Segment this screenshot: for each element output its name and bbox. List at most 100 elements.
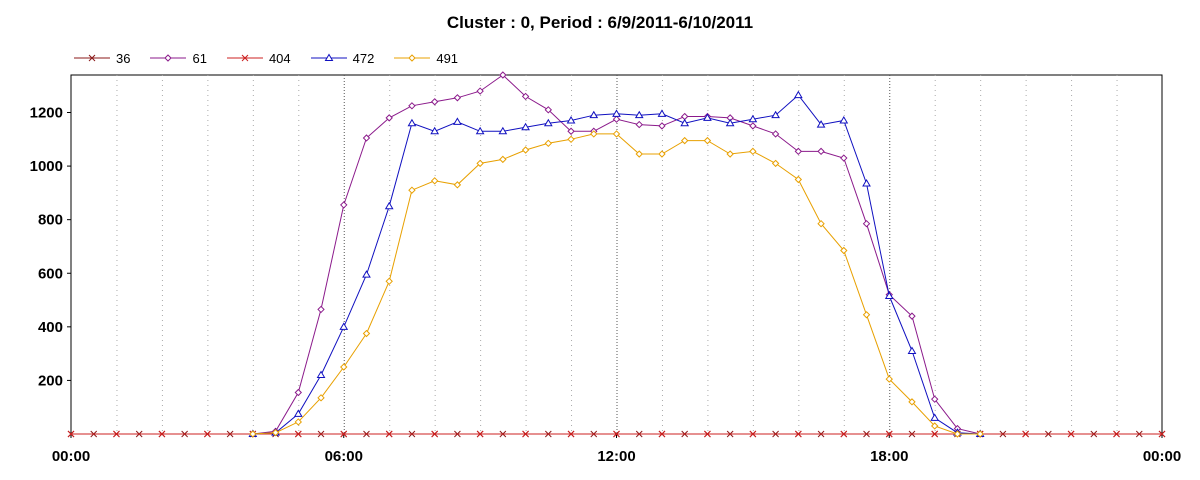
y-tick-label: 1000	[30, 158, 63, 175]
data-point-404	[340, 430, 348, 438]
data-point-404	[431, 430, 439, 438]
data-point-472	[453, 117, 462, 125]
data-point-61	[794, 147, 803, 156]
x-tick-label: 00:00	[1143, 448, 1181, 465]
legend-swatch	[226, 54, 263, 62]
legend: 36 61 404 472 491	[74, 49, 478, 67]
series-491	[249, 130, 984, 438]
plot-frame	[70, 74, 1163, 435]
data-point-61	[680, 112, 689, 121]
legend-label: 61	[192, 50, 207, 66]
legend-swatch	[394, 54, 431, 62]
data-point-491	[453, 181, 462, 189]
data-point-404	[704, 430, 711, 438]
x-tick-label: 12:00	[597, 448, 635, 465]
legend-label: 472	[352, 50, 375, 66]
data-point-491	[771, 159, 780, 168]
data-point-491	[658, 150, 666, 158]
data-point-472	[839, 116, 849, 124]
data-point-472	[384, 201, 394, 210]
legend-swatch-marker	[408, 54, 417, 62]
data-point-61	[385, 114, 393, 122]
data-point-472	[793, 90, 803, 99]
legend-swatch	[150, 54, 187, 62]
data-point-472	[816, 120, 826, 128]
data-point-491	[476, 159, 484, 168]
legend-label: 404	[268, 50, 291, 66]
legend-item-472: 472	[310, 50, 375, 66]
data-point-472	[771, 110, 780, 119]
data-point-491	[749, 147, 757, 156]
series-line-61	[252, 74, 981, 435]
legend-label: 36	[116, 50, 131, 66]
data-point-472	[362, 270, 371, 278]
data-point-404	[1113, 430, 1120, 438]
data-point-472	[680, 118, 690, 127]
data-point-61	[362, 134, 371, 142]
data-point-491	[294, 418, 302, 426]
data-point-491	[499, 155, 507, 164]
data-point-61	[317, 305, 325, 314]
data-point-472	[475, 126, 485, 135]
data-point-404	[1067, 430, 1075, 438]
y-tick-label: 400	[38, 319, 63, 336]
data-point-61	[817, 147, 825, 156]
data-point-491	[612, 130, 621, 138]
data-point-491	[726, 150, 734, 158]
legend-item-404: 404	[226, 50, 291, 66]
data-point-491	[317, 394, 325, 402]
data-point-472	[589, 110, 599, 119]
data-point-472	[884, 291, 894, 300]
data-point-491	[680, 136, 689, 145]
data-point-404	[885, 430, 893, 438]
data-point-61	[840, 154, 848, 162]
legend-swatch-marker	[88, 54, 96, 62]
data-point-472	[521, 122, 530, 131]
data-point-472	[612, 109, 621, 117]
data-point-404	[931, 430, 939, 438]
data-point-404	[158, 430, 166, 438]
legend-swatch	[74, 54, 110, 62]
legend-item-61: 61	[150, 50, 207, 66]
data-point-491	[862, 311, 871, 319]
data-point-491	[430, 177, 439, 185]
data-point-404	[613, 430, 620, 438]
legend-item-491: 491	[394, 51, 458, 66]
data-point-61	[430, 98, 439, 106]
data-point-472	[407, 118, 417, 127]
data-point-61	[612, 115, 621, 123]
data-point-472	[907, 346, 917, 354]
data-point-61	[771, 130, 780, 138]
data-point-61	[635, 120, 643, 129]
data-point-61	[340, 201, 348, 209]
data-point-404	[294, 430, 302, 438]
y-tick-label: 600	[38, 265, 63, 282]
data-point-491	[908, 398, 916, 406]
data-point-404	[522, 430, 529, 438]
data-point-404	[794, 430, 802, 438]
data-point-491	[817, 219, 825, 228]
data-point-404	[840, 430, 848, 438]
data-point-61	[294, 388, 302, 397]
data-point-61	[749, 122, 757, 130]
data-point-472	[725, 118, 735, 127]
data-point-472	[930, 413, 940, 421]
data-point-472	[339, 322, 349, 330]
legend-label: 491	[436, 50, 459, 66]
data-point-61	[908, 312, 916, 320]
data-point-491	[362, 329, 371, 338]
chart-title: Cluster : 0, Period : 6/9/2011-6/10/2011	[446, 13, 754, 32]
data-point-491	[703, 136, 712, 145]
data-point-472	[498, 126, 508, 135]
data-point-404	[67, 430, 75, 438]
data-point-404	[1158, 430, 1166, 438]
data-point-491	[953, 430, 962, 438]
data-point-404	[476, 430, 484, 438]
data-point-491	[385, 277, 393, 285]
data-point-404	[385, 430, 393, 438]
data-point-61	[862, 219, 871, 228]
data-point-404	[204, 430, 211, 438]
data-point-472	[566, 116, 576, 124]
x-tick-label: 18:00	[870, 448, 908, 465]
